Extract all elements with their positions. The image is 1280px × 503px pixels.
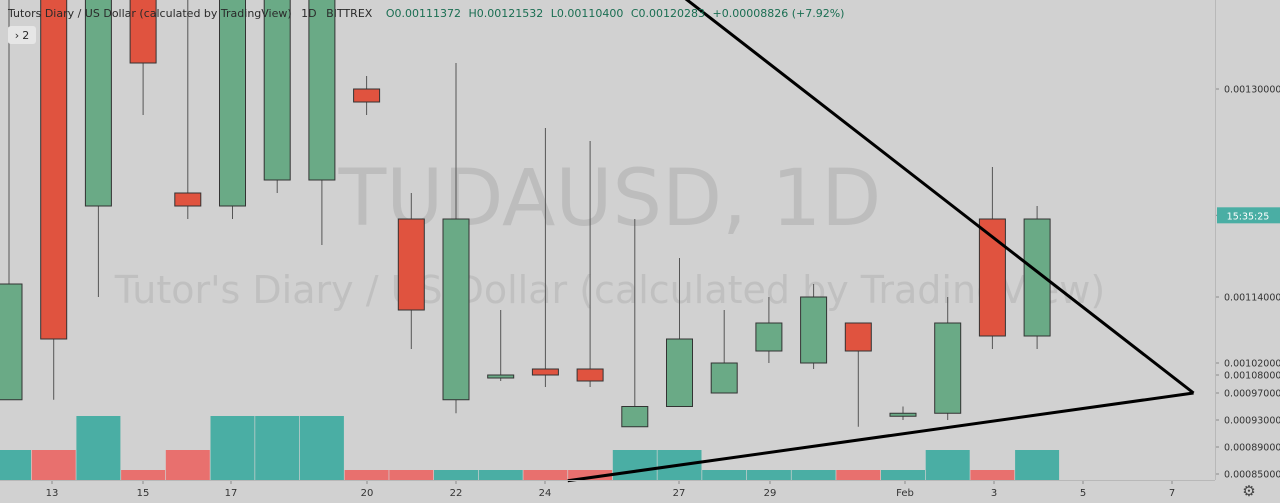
volume-bar: [434, 470, 478, 480]
price-tick-label: 0.00108000: [1224, 371, 1280, 382]
volume-bar: [210, 416, 255, 480]
indicator-count: 2: [22, 28, 30, 42]
candle-down[interactable]: [353, 88, 381, 103]
time-tick-label: 22: [450, 488, 463, 499]
volume-bar: [925, 450, 970, 480]
interval-label: 1D: [301, 7, 317, 20]
volume-bar: [0, 450, 31, 480]
symbol-legend: Tutors Diary / US Dollar (calculated by …: [8, 7, 848, 20]
volume-bar: [1015, 450, 1060, 480]
volume-bar: [165, 450, 210, 480]
high-value: H0.00121532: [468, 7, 544, 20]
candle-up[interactable]: [621, 406, 649, 428]
symbol-name[interactable]: Tutors Diary / US Dollar (calculated by …: [8, 7, 292, 20]
price-tick-label: 0.00097000: [1224, 389, 1280, 400]
candle-down[interactable]: [531, 368, 559, 376]
candle-down[interactable]: [576, 368, 604, 382]
ascending-trendline[interactable]: [567, 391, 1194, 483]
low-value: L0.00110400: [550, 7, 624, 20]
candles[interactable]: [0, 0, 1051, 428]
candle-up[interactable]: [755, 322, 783, 352]
candle-up[interactable]: [487, 374, 515, 379]
candle-down[interactable]: [397, 218, 425, 311]
volume-bars: [0, 416, 1060, 480]
chevron-right-icon: ›: [14, 28, 20, 42]
time-tick-label: 17: [225, 488, 238, 499]
candle-up[interactable]: [0, 283, 23, 401]
price-axis-labels: 0.001800000.001700000.001600000.00150000…: [1215, 85, 1280, 481]
candle-up[interactable]: [84, 0, 112, 207]
volume-bar: [255, 416, 300, 480]
time-tick-label: 3: [991, 488, 997, 499]
volume-bar: [612, 450, 657, 480]
volume-bar: [523, 470, 568, 480]
watermark-ticker: TUDAUSD, 1D: [338, 154, 882, 244]
candle-up[interactable]: [219, 0, 246, 207]
time-tick-label: 15: [137, 488, 150, 499]
open-value: O0.00111372: [385, 7, 461, 20]
candle-down[interactable]: [174, 192, 202, 207]
time-tick-label: 13: [46, 488, 59, 499]
time-tick-label: Feb: [896, 488, 914, 499]
candle-up[interactable]: [710, 362, 738, 394]
candle-up[interactable]: [263, 0, 291, 181]
price-axis[interactable]: [1215, 0, 1280, 480]
volume-bar: [791, 470, 836, 480]
volume-bar: [121, 470, 166, 480]
last-price-tag: [1217, 207, 1280, 224]
trendlines[interactable]: [98, 0, 1195, 483]
price-tick-label: 0.00089000: [1224, 443, 1280, 454]
volume-bar: [836, 470, 881, 480]
change-value: +0.00008826 (+7.92%): [712, 7, 845, 20]
time-tick-label: 24: [539, 488, 552, 499]
volume-bar: [702, 470, 747, 480]
candle-down[interactable]: [129, 0, 157, 64]
time-tick-label: 20: [361, 488, 374, 499]
watermark-description: Tutor's Diary / US Dollar (calculated by…: [114, 268, 1105, 312]
candle-up[interactable]: [800, 296, 828, 364]
time-axis[interactable]: [0, 480, 1215, 503]
price-tick-label: 0.00085000: [1224, 470, 1280, 481]
candle-up[interactable]: [889, 412, 917, 417]
candle-down[interactable]: [40, 0, 68, 340]
gear-icon[interactable]: ⚙: [1242, 482, 1256, 500]
price-tick-label: 0.00093000: [1224, 416, 1280, 427]
price-tick-label: 0.00114000: [1224, 293, 1280, 304]
exchange-label: BITTREX: [326, 7, 373, 20]
candle-down[interactable]: [844, 322, 872, 352]
last-price-countdown: 15:35:25: [1227, 211, 1270, 222]
time-tick-label: 27: [673, 488, 686, 499]
candle-up[interactable]: [1023, 218, 1051, 337]
volume-bar: [344, 470, 389, 480]
volume-bar: [389, 470, 434, 480]
time-tick-label: 7: [1169, 488, 1175, 499]
price-tick-label: 0.00130000: [1224, 85, 1280, 96]
volume-bar: [478, 470, 523, 480]
volume-bar: [970, 470, 1015, 480]
candle-up[interactable]: [308, 0, 336, 181]
candle-up[interactable]: [442, 218, 470, 401]
candle-up[interactable]: [934, 322, 962, 414]
indicators-toggle-button[interactable]: › 2: [8, 26, 36, 44]
descending-trendline[interactable]: [98, 0, 1195, 395]
time-tick-label: 5: [1080, 488, 1086, 499]
volume-bar: [746, 470, 791, 480]
volume-bar: [299, 416, 344, 480]
close-value: C0.00120283: [630, 7, 706, 20]
time-axis-labels: 13 15 17 20 22 24 27 29 Feb 3 5 7: [46, 480, 1175, 499]
volume-bar: [881, 470, 925, 480]
price-tick-label: 0.00102000: [1224, 359, 1280, 370]
volume-bar: [76, 416, 121, 480]
time-tick-label: 29: [764, 488, 777, 499]
candle-up[interactable]: [666, 338, 693, 407]
volume-bar: [568, 470, 613, 480]
volume-bar: [31, 450, 76, 480]
